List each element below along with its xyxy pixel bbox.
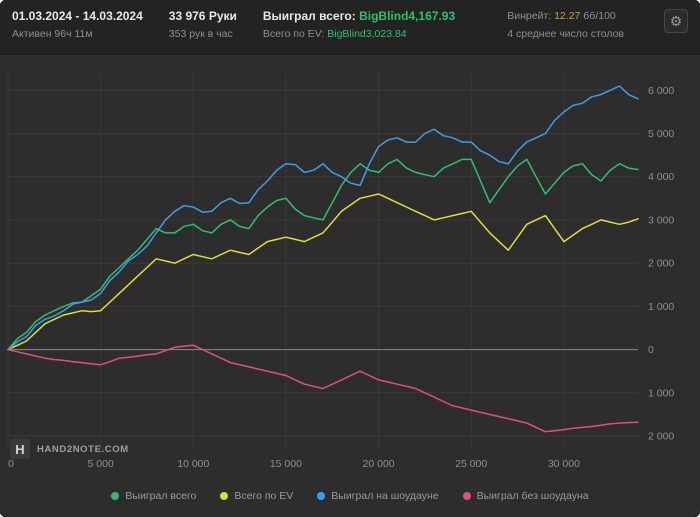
x-tick-label: 0 [8,458,14,470]
hand2note-logo[interactable]: H HAND2NOTE.COM [10,439,129,459]
y-tick-label: 3 000 [648,214,674,226]
avg-tables: 4 среднее число столов [507,28,624,40]
legend-item[interactable]: Выиграл без шоудауна [462,490,589,502]
winrate-block: Винрейт: 12.27 бб/100 4 среднее число ст… [507,9,624,40]
y-tick-label: 1 000 [648,387,674,399]
series-line [7,344,639,433]
winrate-units: бб/100 [583,10,616,22]
date-range-block: 01.03.2024 - 14.03.2024 Активен 96ч 11м [12,9,143,40]
x-tick-label: 15 000 [270,458,302,470]
y-tick-label: 4 000 [648,171,674,183]
ev-total-value: BigBlind3,023.84 [327,28,407,40]
y-tick-label: 2 000 [648,258,674,270]
x-tick-label: 30 000 [548,458,580,470]
hands-per-hour: 353 рук в час [168,28,233,40]
y-tick-label: 0 [648,344,654,356]
legend-label: Всего по EV [234,490,294,502]
legend-label: Выиграл без шоудауна [476,490,589,502]
hands-count: 33 976 Руки [168,9,237,23]
series-line [7,193,639,351]
active-time: Активен 96ч 11м [12,28,93,40]
won-total-label: Выиграл всего: [262,9,356,23]
legend-dot [317,492,326,500]
gear-icon: ⚙ [669,13,683,29]
hand2note-logo-icon: H [10,439,30,459]
x-tick-label: 20 000 [363,458,395,470]
legend-label: Выиграл на шоудауне [331,490,439,502]
legend-item[interactable]: Выиграл всего [111,490,196,502]
legend-item[interactable]: Всего по EV [220,490,293,502]
date-range: 01.03.2024 - 14.03.2024 [12,9,143,23]
legend-dot [462,492,471,500]
logo-letter: H [15,441,25,457]
header: 01.03.2024 - 14.03.2024 Активен 96ч 11м … [0,0,700,55]
x-tick-label: 25 000 [455,458,487,470]
x-tick-label: 10 000 [177,458,209,470]
won-total-value: BigBlind4,167.93 [359,9,456,23]
legend-item[interactable]: Выиграл на шоудауне [317,490,439,502]
y-tick-label: 1 000 [648,301,674,313]
legend-dot [111,492,120,500]
winnings-block: Выиграл всего: BigBlind4,167.93 Всего по… [263,9,455,40]
winrate-value: 12.27 [554,10,581,22]
y-tick-label: 5 000 [648,128,674,140]
ev-total-label: Всего по EV: [262,28,325,40]
winrate-label: Винрейт: [507,10,552,22]
legend-label: Выиграл всего [125,490,197,502]
y-tick-label: 6 000 [648,85,674,97]
settings-button[interactable]: ⚙ [664,9,688,33]
series-line [7,85,639,351]
y-tick-label: 2 000 [648,431,674,443]
hands-block: 33 976 Руки 353 рук в час [169,9,237,40]
x-tick-label: 5 000 [87,458,113,470]
logo-text: HAND2NOTE.COM [37,443,129,455]
series-line [7,158,639,351]
chart-area: 2 000 1 000 0 1 000 2 000 3 000 4 000 5 000 6 00… [0,55,700,475]
legend-dot [220,492,229,500]
chart-legend: Выиграл всего Всего по EV Выиграл на шоуда… [0,475,700,517]
winnings-chart: 2 000 1 000 0 1 000 2 000 3 000 4 000 5 000 6 00… [7,73,674,470]
